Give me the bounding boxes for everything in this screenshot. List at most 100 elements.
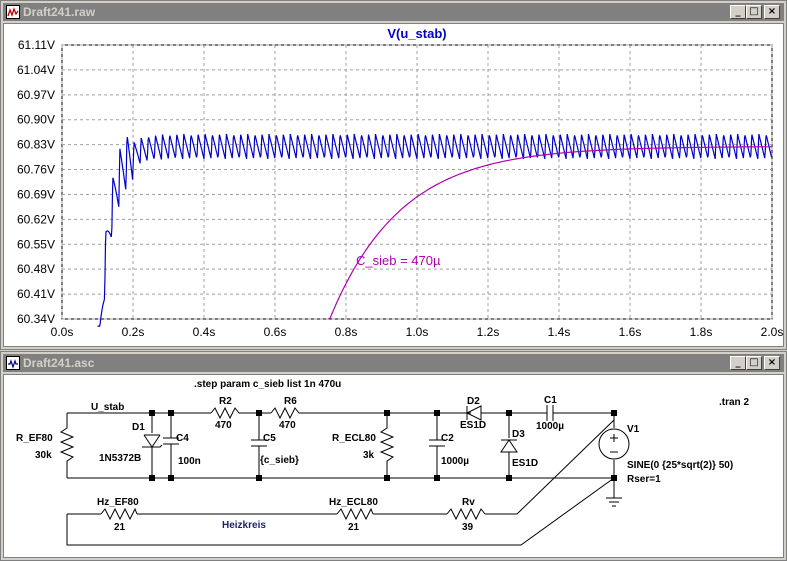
net-label-heizkreis[interactable]: Heizkreis <box>222 520 266 531</box>
d3-diode-symbol[interactable] <box>500 413 518 478</box>
c-sieb-annotation: C_sieb = 470µ <box>356 253 441 268</box>
x-tick-label: 0.6s <box>264 325 287 339</box>
c4-value[interactable]: 100n <box>178 456 201 467</box>
r-ecl80-symbol[interactable] <box>379 413 395 478</box>
c4-symbol[interactable] <box>163 413 179 478</box>
d2-value[interactable]: ES1D <box>460 420 486 431</box>
schematic-window: Draft241.asc _ □ × <box>0 351 787 561</box>
x-tick-label: 0.2s <box>122 325 145 339</box>
x-tick-label: 1.4s <box>548 325 571 339</box>
x-tick-label: 0.4s <box>193 325 216 339</box>
plot-area[interactable]: V(u_stab) 61.11V 61.04V 60.97V 60.90V 60.83V… <box>3 23 784 347</box>
r2-symbol[interactable] <box>210 406 241 420</box>
maximize-icon[interactable]: □ <box>746 356 762 370</box>
x-tick-label: 0.8s <box>335 325 358 339</box>
d3-value[interactable]: ES1D <box>512 458 538 469</box>
hz-ecl80-name[interactable]: Hz_ECL80 <box>329 497 378 508</box>
schematic-app-icon[interactable] <box>6 356 20 370</box>
r6-symbol[interactable] <box>270 406 301 420</box>
r6-name[interactable]: R6 <box>284 396 297 407</box>
y-tick-label: 61.11V <box>18 38 55 52</box>
schematic-svg[interactable]: .step param c_sieb list 1n 470u .tran 2 … <box>4 375 785 559</box>
hz-ecl80-symbol[interactable] <box>336 507 374 521</box>
x-tick-label: 1.8s <box>690 325 713 339</box>
hz-ef80-value[interactable]: 21 <box>114 522 126 533</box>
step-directive[interactable]: .step param c_sieb list 1n 470u <box>194 379 341 390</box>
v1-source-symbol[interactable] <box>598 428 630 460</box>
x-tick-label: 1.2s <box>477 325 500 339</box>
r-ef80-symbol[interactable] <box>59 413 75 478</box>
tran-directive[interactable]: .tran 2 <box>719 397 749 408</box>
d2-name[interactable]: D2 <box>467 396 480 407</box>
c2-name[interactable]: C2 <box>441 433 454 444</box>
c1-value[interactable]: 1000µ <box>536 421 564 432</box>
r-ecl80-name[interactable]: R_ECL80 <box>332 433 376 444</box>
x-tick-label: 2.0s <box>761 325 784 339</box>
minimize-icon[interactable]: _ <box>730 5 746 19</box>
plot-grid <box>61 44 773 320</box>
trace-series <box>97 133 773 327</box>
close-icon[interactable]: × <box>764 5 780 19</box>
hz-ef80-symbol[interactable] <box>100 507 138 521</box>
minimize-icon[interactable]: _ <box>730 356 746 370</box>
v1-plus-icon <box>610 434 618 453</box>
junction-dots <box>149 410 617 481</box>
r6-value[interactable]: 470 <box>279 420 296 431</box>
trace-c-sieb-1n <box>97 133 773 327</box>
x-tick-label: 0.0s <box>51 325 74 339</box>
x-axis-ticks: 0.0s 0.2s 0.4s 0.6s 0.8s 1.0s 1.2s 1.4s 1.6s 1.8s… <box>51 325 784 339</box>
trace-title[interactable]: V(u_stab) <box>387 26 446 41</box>
d3-name[interactable]: D3 <box>512 429 525 440</box>
v1-rser[interactable]: Rser=1 <box>627 474 661 485</box>
hz-ecl80-value[interactable]: 21 <box>348 522 360 533</box>
waveform-app-icon[interactable] <box>6 5 20 19</box>
v1-value[interactable]: SINE(0 {25*sqrt(2)} 50) <box>627 460 733 471</box>
waveform-plot[interactable]: V(u_stab) 61.11V 61.04V 60.97V 60.90V 60.83V… <box>4 24 785 349</box>
y-tick-label: 60.90V <box>17 113 55 127</box>
rv-value[interactable]: 39 <box>462 522 474 533</box>
maximize-icon[interactable]: □ <box>746 5 762 19</box>
y-tick-label: 60.48V <box>17 262 55 276</box>
rv-symbol[interactable] <box>446 507 486 521</box>
c5-value[interactable]: {c_sieb} <box>260 455 299 466</box>
hz-ef80-name[interactable]: Hz_EF80 <box>97 497 139 508</box>
y-tick-label: 61.04V <box>17 63 55 77</box>
r-ecl80-value[interactable]: 3k <box>363 450 375 461</box>
r-ef80-name[interactable]: R_EF80 <box>16 433 53 444</box>
d1-name[interactable]: D1 <box>132 422 145 433</box>
d1-value[interactable]: 1N5372B <box>99 453 141 464</box>
plot-window-titlebar[interactable]: Draft241.raw _ □ × <box>3 3 784 21</box>
close-icon[interactable]: × <box>764 356 780 370</box>
d2-diode-symbol[interactable] <box>465 405 485 421</box>
heater-loop-wire <box>66 419 615 546</box>
y-tick-label: 60.62V <box>17 212 55 226</box>
c1-name[interactable]: C1 <box>544 395 557 406</box>
y-tick-label: 60.55V <box>17 237 55 251</box>
y-tick-label: 60.97V <box>17 88 55 102</box>
c5-symbol[interactable] <box>251 413 267 478</box>
y-tick-label: 60.41V <box>17 287 55 301</box>
v1-name[interactable]: V1 <box>627 424 640 435</box>
c2-symbol[interactable] <box>429 413 445 478</box>
schematic-window-title: Draft241.asc <box>23 356 95 370</box>
c1-symbol[interactable] <box>541 405 561 421</box>
net-label-u-stab[interactable]: U_stab <box>91 402 124 413</box>
rv-name[interactable]: Rv <box>462 497 475 508</box>
d1-zener-symbol[interactable] <box>142 413 163 478</box>
y-tick-label: 60.83V <box>17 138 55 152</box>
r-ef80-value[interactable]: 30k <box>35 450 52 461</box>
r2-value[interactable]: 470 <box>215 420 232 431</box>
schematic-window-titlebar[interactable]: Draft241.asc _ □ × <box>3 354 784 372</box>
schematic-canvas[interactable]: .step param c_sieb list 1n 470u .tran 2 … <box>3 374 784 558</box>
r2-name[interactable]: R2 <box>219 396 232 407</box>
plot-window-title: Draft241.raw <box>23 5 96 19</box>
c4-name[interactable]: C4 <box>176 433 189 444</box>
c2-value[interactable]: 1000µ <box>441 456 469 467</box>
y-tick-label: 60.69V <box>17 187 55 201</box>
trace-c-sieb-470u <box>328 146 772 320</box>
x-tick-label: 1.0s <box>406 325 429 339</box>
y-axis-ticks: 61.11V 61.04V 60.97V 60.90V 60.83V 60.76V 60.6… <box>17 38 55 326</box>
plot-window: Draft241.raw _ □ × V(u_stab) 61.11V 61.04… <box>0 0 787 350</box>
c5-name[interactable]: C5 <box>263 433 276 444</box>
plot-frame <box>61 44 773 320</box>
